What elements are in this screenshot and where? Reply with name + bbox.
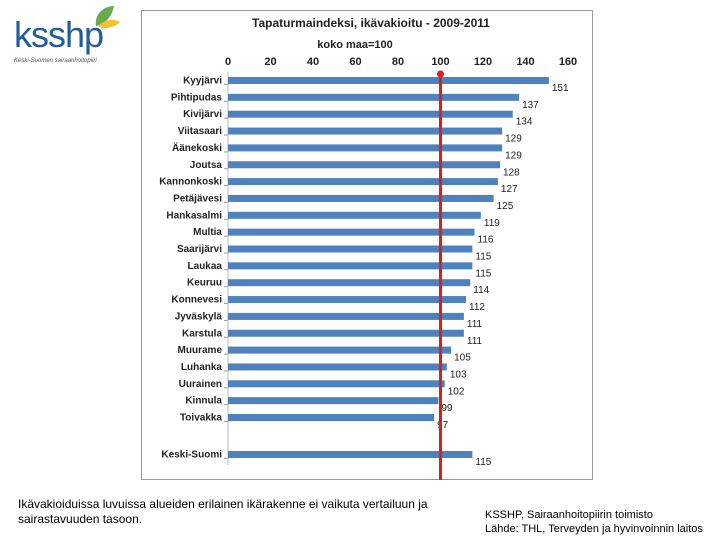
x-tick-label: 140 <box>516 56 534 68</box>
x-tick-label: 100 <box>431 56 449 68</box>
value-label: 112 <box>469 302 485 313</box>
logo-wordmark: ksshp <box>14 14 104 55</box>
value-label: 111 <box>467 336 483 347</box>
x-tick-label: 0 <box>225 56 231 68</box>
x-tick-label: 60 <box>349 56 361 68</box>
value-label: 102 <box>448 386 465 397</box>
caption-note-line1: Ikävakioiduissa luvuissa alueiden erilai… <box>18 497 428 511</box>
bar-total <box>228 451 473 458</box>
bar <box>228 161 500 169</box>
category-label: Joutsa <box>190 160 223 171</box>
category-label: Kannonkoski <box>159 177 222 188</box>
bar <box>228 228 475 236</box>
category-label: Laukaa <box>188 261 223 272</box>
bar <box>228 245 473 253</box>
caption-note-line2: sairastavuuden tasoon. <box>18 512 143 526</box>
category-label: Karstula <box>182 328 222 339</box>
bar <box>228 363 447 371</box>
bar <box>228 77 549 84</box>
value-label: 99 <box>441 403 453 414</box>
bar <box>228 296 466 304</box>
chart: Tapaturmaindeksi, ikävakioitu - 2009-201… <box>159 16 577 480</box>
category-label: Petäjävesi <box>173 193 222 204</box>
bar <box>228 312 464 320</box>
category-label: Saarijärvi <box>177 244 222 255</box>
value-label: 103 <box>450 369 467 380</box>
chart-title: Tapaturmaindeksi, ikävakioitu - 2009-201… <box>252 16 490 30</box>
value-label: 127 <box>501 184 518 195</box>
category-label: Multia <box>193 227 222 238</box>
value-label: 105 <box>454 353 471 364</box>
caption-source: KSSHP, Sairaanhoitopiirin toimisto Lähde… <box>485 508 715 536</box>
bar <box>228 110 513 118</box>
bar <box>228 329 464 337</box>
category-label: Kinnula <box>185 396 222 407</box>
bar <box>228 346 452 354</box>
value-label: 125 <box>497 201 514 212</box>
value-label: 114 <box>473 285 489 296</box>
logo-subtitle: Keski-Suomen sairaanhoitopiiri <box>14 58 97 64</box>
category-label: Kivijärvi <box>183 109 222 120</box>
value-label: 119 <box>484 218 500 229</box>
caption-note: Ikävakioiduissa luvuissa alueiden erilai… <box>18 497 468 527</box>
category-label: Jyväskylä <box>175 311 223 322</box>
value-label: 111 <box>467 319 483 330</box>
value-label: 137 <box>522 100 539 111</box>
category-label: Uurainen <box>179 379 222 390</box>
category-label: Konnevesi <box>171 295 222 306</box>
bar <box>228 262 473 270</box>
value-label: 134 <box>516 117 533 128</box>
value-label: 115 <box>475 268 491 279</box>
category-label: Muurame <box>178 345 223 356</box>
caption-source-line1: KSSHP, Sairaanhoitopiirin toimisto <box>485 509 653 521</box>
bars <box>228 77 549 458</box>
x-tick-label: 20 <box>264 56 276 68</box>
category-label: Keuruu <box>187 278 222 289</box>
value-labels: 151 137 134 129 129 128 127 125 119 116 115 115 114 1… <box>437 83 569 468</box>
bar <box>228 178 498 186</box>
reference-line-group <box>437 70 444 480</box>
x-tick-label: 160 <box>559 56 577 68</box>
category-axis <box>224 72 229 465</box>
category-labels: Kyyjärvi Pihtipudas Kivijärvi Viitasaari Ään… <box>159 76 222 461</box>
value-label: 128 <box>503 167 520 178</box>
value-label: 115 <box>475 252 491 263</box>
category-label: Keski-Suomi <box>161 450 222 461</box>
x-tick-label: 120 <box>474 56 492 68</box>
bar <box>228 127 503 135</box>
value-label: 151 <box>552 83 569 94</box>
leaf-icon <box>95 6 120 29</box>
value-label: 129 <box>505 134 522 145</box>
x-tick-label: 80 <box>392 56 404 68</box>
value-label: 116 <box>478 235 494 246</box>
bar <box>228 414 435 421</box>
bar <box>228 211 481 219</box>
bar <box>228 194 494 202</box>
bar <box>228 397 439 405</box>
x-axis-ticks: 0 20 40 60 80 100 120 140 160 <box>225 56 577 68</box>
bar <box>228 279 471 287</box>
caption-source-line2: Lähde: THL, Terveyden ja hyvinvoinnin la… <box>485 523 703 535</box>
reference-marker <box>437 70 444 78</box>
category-label: Hankasalmi <box>166 210 222 221</box>
category-label: Kyyjärvi <box>183 76 222 87</box>
value-label: 129 <box>505 150 522 161</box>
bar <box>228 144 503 152</box>
category-label: Toivakka <box>180 413 222 424</box>
value-label: 115 <box>475 457 491 468</box>
chart-subtitle: koko maa=100 <box>317 39 393 51</box>
ksshp-logo: ksshp Keski-Suomen sairaanhoitopiiri <box>6 4 126 66</box>
category-label: Viitasaari <box>178 126 223 137</box>
category-label: Luhanka <box>181 362 223 373</box>
value-label: 97 <box>437 420 449 431</box>
category-label: Äänekoski <box>172 141 222 154</box>
x-tick-label: 40 <box>307 56 319 68</box>
bar <box>228 93 520 101</box>
category-label: Pihtipudas <box>171 92 223 103</box>
bar <box>228 380 445 388</box>
